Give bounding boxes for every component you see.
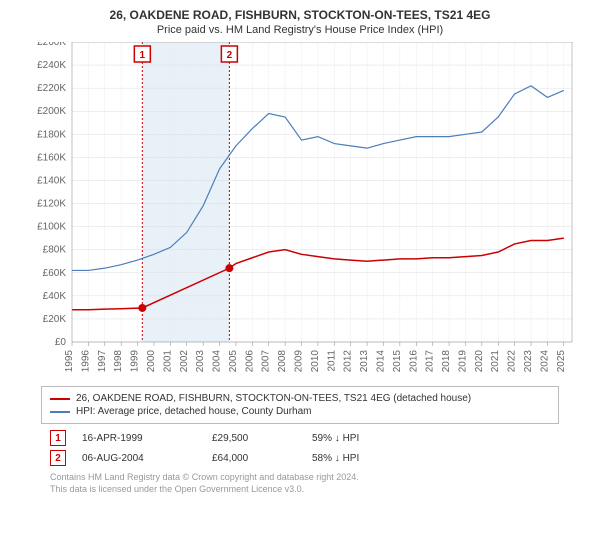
svg-text:£200K: £200K <box>37 106 66 117</box>
sale-date: 06-AUG-2004 <box>82 453 212 464</box>
svg-text:2013: 2013 <box>359 350 370 373</box>
sale-diff: 58% ↓ HPI <box>312 453 432 464</box>
svg-text:2022: 2022 <box>507 350 518 373</box>
svg-text:2002: 2002 <box>179 350 190 373</box>
svg-text:2010: 2010 <box>310 350 321 373</box>
legend-label: HPI: Average price, detached house, Coun… <box>76 406 312 417</box>
legend-item: HPI: Average price, detached house, Coun… <box>50 406 550 417</box>
chart-svg: £0 £20K £40K £60K £80K £100K £120K £140K £160K £1… <box>20 42 580 382</box>
svg-text:2012: 2012 <box>343 350 354 373</box>
svg-text:1995: 1995 <box>64 350 75 373</box>
svg-text:2020: 2020 <box>474 350 485 373</box>
svg-text:£40K: £40K <box>43 291 67 302</box>
svg-text:2003: 2003 <box>195 350 206 373</box>
svg-text:1996: 1996 <box>80 350 91 373</box>
svg-text:£140K: £140K <box>37 175 66 186</box>
svg-text:2001: 2001 <box>162 350 173 373</box>
legend-swatch <box>50 411 70 413</box>
legend-swatch <box>50 398 70 400</box>
sale-row: 2 06-AUG-2004 £64,000 58% ↓ HPI <box>50 450 550 466</box>
chart-area: £0 £20K £40K £60K £80K £100K £120K £140K £160K £1… <box>20 42 580 382</box>
legend-item: 26, OAKDENE ROAD, FISHBURN, STOCKTON-ON-… <box>50 393 550 404</box>
svg-text:£180K: £180K <box>37 129 66 140</box>
svg-text:£260K: £260K <box>37 42 66 48</box>
svg-text:£0: £0 <box>55 337 67 348</box>
chart-subtitle: Price paid vs. HM Land Registry's House … <box>0 22 600 42</box>
svg-text:2000: 2000 <box>146 350 157 373</box>
sale-marker-icon: 1 <box>50 430 66 446</box>
svg-text:2006: 2006 <box>244 350 255 373</box>
svg-text:2004: 2004 <box>212 350 223 373</box>
sale-price: £64,000 <box>212 453 312 464</box>
sale-marker-icon: 2 <box>50 450 66 466</box>
svg-text:2025: 2025 <box>556 350 567 373</box>
svg-text:1: 1 <box>140 50 146 61</box>
footer-line: This data is licensed under the Open Gov… <box>50 484 550 496</box>
svg-text:2019: 2019 <box>457 350 468 373</box>
sale-row: 1 16-APR-1999 £29,500 59% ↓ HPI <box>50 430 550 446</box>
svg-text:2021: 2021 <box>490 350 501 373</box>
chart-title: 26, OAKDENE ROAD, FISHBURN, STOCKTON-ON-… <box>0 0 600 22</box>
svg-text:£160K: £160K <box>37 152 66 163</box>
legend-box: 26, OAKDENE ROAD, FISHBURN, STOCKTON-ON-… <box>41 386 559 424</box>
svg-text:£20K: £20K <box>43 314 67 325</box>
sales-table: 1 16-APR-1999 £29,500 59% ↓ HPI 2 06-AUG… <box>50 430 550 466</box>
svg-text:£100K: £100K <box>37 222 66 233</box>
sale-price: £29,500 <box>212 433 312 444</box>
svg-text:£240K: £240K <box>37 60 66 71</box>
sale-date: 16-APR-1999 <box>82 433 212 444</box>
svg-text:£120K: £120K <box>37 199 66 210</box>
svg-text:£80K: £80K <box>43 245 67 256</box>
footer-line: Contains HM Land Registry data © Crown c… <box>50 472 550 484</box>
svg-text:2011: 2011 <box>326 350 337 372</box>
legend-label: 26, OAKDENE ROAD, FISHBURN, STOCKTON-ON-… <box>76 393 471 404</box>
svg-text:1997: 1997 <box>97 350 108 373</box>
svg-text:2023: 2023 <box>523 350 534 373</box>
footer-attribution: Contains HM Land Registry data © Crown c… <box>50 472 550 495</box>
svg-text:2007: 2007 <box>261 350 272 373</box>
svg-text:2015: 2015 <box>392 350 403 373</box>
svg-text:2014: 2014 <box>375 350 386 373</box>
sale-diff: 59% ↓ HPI <box>312 433 432 444</box>
svg-text:2: 2 <box>227 50 233 61</box>
svg-text:2018: 2018 <box>441 350 452 373</box>
svg-text:2017: 2017 <box>425 350 436 373</box>
svg-text:£60K: £60K <box>43 268 67 279</box>
svg-text:2024: 2024 <box>539 350 550 373</box>
svg-text:2016: 2016 <box>408 350 419 373</box>
svg-text:2005: 2005 <box>228 350 239 373</box>
svg-text:£220K: £220K <box>37 83 66 94</box>
svg-text:2008: 2008 <box>277 350 288 373</box>
svg-text:1998: 1998 <box>113 350 124 373</box>
svg-text:1999: 1999 <box>130 350 141 373</box>
svg-text:2009: 2009 <box>294 350 305 373</box>
